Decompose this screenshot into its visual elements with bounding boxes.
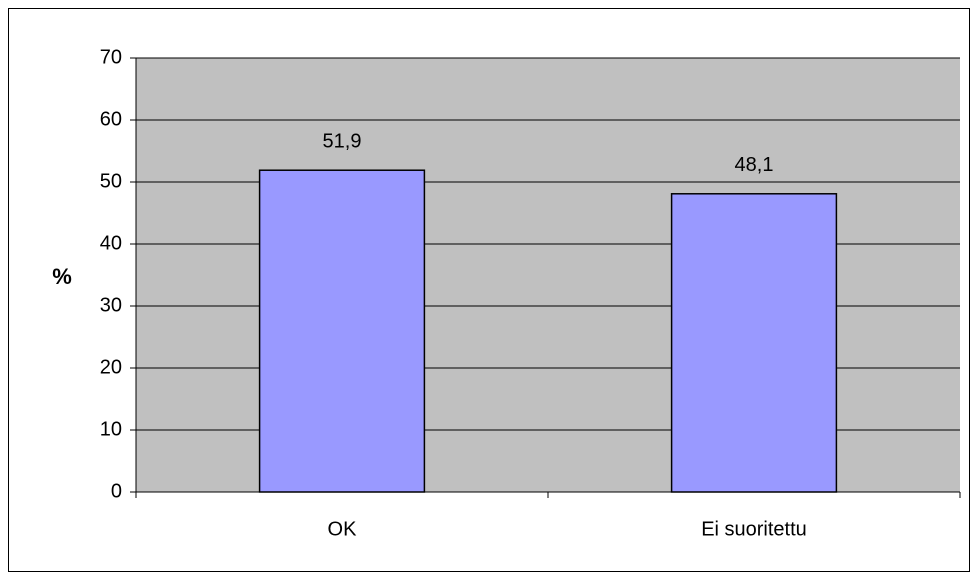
value-label: 48,1 [735,154,774,176]
y-tick-label: 30 [100,294,122,316]
y-tick-label: 70 [100,46,122,68]
y-tick-label: 40 [100,232,122,254]
value-label: 51,9 [323,131,362,153]
bar [670,193,838,493]
bar [258,169,426,493]
y-tick-label: 20 [100,356,122,378]
y-axis-label: % [52,264,72,289]
y-tick-label: 50 [100,170,122,192]
y-tick-label: 60 [100,108,122,130]
x-tick-label: OK [328,518,358,540]
x-tick-label: Ei suoritettu [701,518,807,540]
y-tick-label: 10 [100,418,122,440]
y-tick-label: 0 [111,480,122,502]
